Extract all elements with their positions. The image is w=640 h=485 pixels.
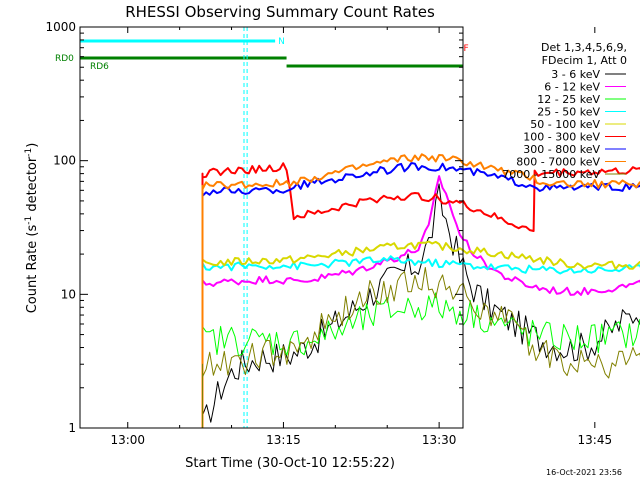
legend-entry-label: 6 - 12 keV	[544, 81, 600, 94]
chart-title: RHESSI Observing Summary Count Rates	[125, 3, 435, 21]
y-tick-label: 100	[53, 154, 76, 168]
legend-header-line-2: FDecim 1, Att 0	[542, 54, 627, 67]
legend-entry-label: 50 - 100 keV	[530, 118, 600, 131]
legend-entry-label: 12 - 25 keV	[537, 93, 600, 106]
x-axis-label: Start Time (30-Oct-10 12:55:22)	[185, 456, 395, 471]
flag-label-rd0: RD0	[55, 54, 74, 64]
x-tick-label: 13:15	[266, 433, 301, 447]
legend-entry-label: 100 - 300 keV	[523, 131, 600, 144]
y-axis-label-mid: detector	[25, 156, 40, 216]
flag-label-f: F	[463, 44, 468, 54]
flag-label-n: N	[278, 37, 285, 47]
legend-entry-label: 800 - 7000 keV	[516, 156, 600, 169]
y-axis-label: Count Rate (s-1 detector-1)	[24, 143, 40, 314]
y-axis-label-sup1: -1	[24, 216, 34, 225]
y-axis-label-sup2: -1	[24, 148, 34, 157]
legend-entry-label: 300 - 800 keV	[523, 143, 600, 156]
x-tick-label: 13:00	[110, 433, 145, 447]
y-axis-label-main: Count Rate (s	[25, 225, 40, 314]
y-tick-label: 1	[68, 421, 76, 435]
footer-timestamp: 16-Oct-2021 23:56	[546, 468, 622, 477]
legend-entry-label: 25 - 50 keV	[537, 106, 600, 119]
legend-entry-label: 7000 - 15000 keV	[502, 168, 600, 181]
y-axis-label-end: )	[25, 143, 40, 148]
y-tick-label: 1000	[45, 20, 76, 34]
x-tick-label: 13:30	[422, 433, 457, 447]
legend-entry-label: 3 - 6 keV	[551, 68, 600, 81]
y-tick-label: 10	[61, 287, 76, 301]
legend-header-line-1: Det 1,3,4,5,6,9,	[541, 41, 627, 54]
flag-label-rd6: RD6	[90, 62, 109, 72]
x-tick-label: 13:45	[578, 433, 613, 447]
